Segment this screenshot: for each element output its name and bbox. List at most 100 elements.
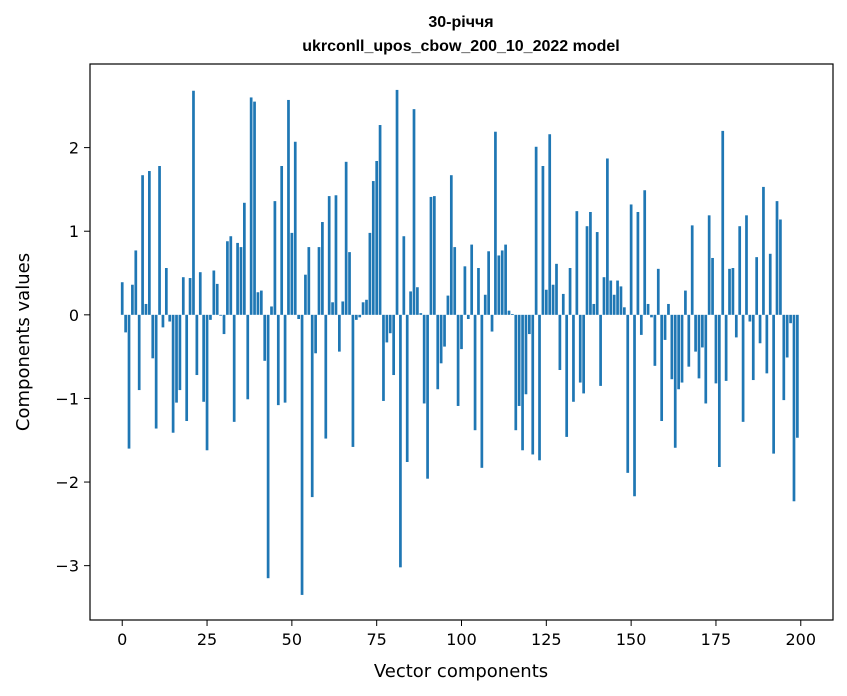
- bar: [528, 314, 531, 335]
- bar: [456, 314, 460, 406]
- bar: [779, 219, 782, 315]
- bar: [402, 236, 406, 315]
- y-axis-label: Components values: [13, 253, 34, 431]
- bar: [741, 314, 745, 422]
- x-axis-label: Vector components: [374, 661, 548, 682]
- bar: [619, 286, 623, 315]
- bar: [249, 97, 253, 315]
- bar: [517, 314, 521, 406]
- bar: [663, 314, 667, 340]
- bar: [287, 99, 290, 315]
- bar: [490, 314, 494, 332]
- bar: [544, 289, 548, 315]
- bar: [416, 287, 419, 315]
- bar: [215, 283, 219, 315]
- bar: [334, 195, 338, 315]
- bar: [626, 314, 630, 473]
- bar: [497, 255, 501, 315]
- bar: [616, 280, 619, 315]
- bar: [768, 253, 772, 315]
- bar: [609, 280, 613, 315]
- bar: [548, 134, 552, 315]
- bar: [466, 314, 470, 320]
- bar: [222, 314, 226, 335]
- bar: [429, 196, 433, 315]
- bar: [487, 251, 490, 315]
- bar: [789, 314, 792, 324]
- bar: [243, 202, 246, 315]
- bar: [460, 314, 463, 350]
- bar: [405, 314, 409, 462]
- bar: [449, 175, 453, 315]
- bar: [531, 314, 535, 455]
- bar: [622, 307, 626, 315]
- bar: [578, 314, 582, 383]
- bar: [687, 314, 691, 367]
- bar: [585, 226, 589, 315]
- bar: [775, 201, 779, 315]
- bar: [392, 314, 395, 376]
- bar: [670, 314, 674, 380]
- bar: [354, 314, 358, 320]
- bar: [575, 211, 579, 315]
- bar: [772, 314, 775, 454]
- bar: [582, 314, 585, 394]
- bar: [399, 314, 402, 568]
- bar: [168, 314, 172, 322]
- bar: [558, 314, 562, 371]
- bar: [751, 314, 755, 381]
- bar: [551, 284, 555, 315]
- bar: [762, 186, 765, 315]
- bar: [181, 277, 185, 315]
- bar: [317, 247, 321, 315]
- bar: [473, 314, 477, 431]
- bar: [409, 291, 412, 315]
- bar: [412, 109, 416, 315]
- x-tick-label: 50: [282, 630, 302, 649]
- bar: [361, 302, 365, 315]
- bar: [229, 236, 233, 315]
- bar: [561, 293, 565, 315]
- bar: [164, 268, 168, 315]
- bar: [758, 314, 762, 344]
- bar: [494, 131, 497, 315]
- bar: [232, 314, 236, 422]
- bar: [755, 257, 759, 315]
- bar: [538, 314, 541, 461]
- bar: [148, 171, 151, 315]
- y-tick-label: −1: [55, 389, 79, 408]
- bar: [290, 232, 294, 315]
- bar: [728, 268, 731, 315]
- bar: [765, 314, 769, 374]
- x-tick-label: 25: [197, 630, 217, 649]
- bar: [714, 314, 718, 384]
- bar: [656, 268, 660, 315]
- bar: [524, 314, 528, 395]
- chart-title: 30-річчя: [428, 14, 493, 31]
- bar: [273, 201, 277, 315]
- bar: [246, 314, 250, 400]
- bar: [151, 314, 155, 359]
- bar: [436, 314, 440, 390]
- bar: [792, 314, 796, 502]
- bar: [120, 282, 124, 315]
- bar: [453, 247, 457, 315]
- bar: [483, 294, 487, 315]
- bar: [734, 314, 738, 338]
- bar: [395, 89, 399, 315]
- bar: [667, 303, 670, 315]
- bar: [653, 314, 657, 366]
- bar: [684, 290, 687, 315]
- bar: [297, 314, 300, 320]
- bar: [154, 314, 158, 429]
- bar: [612, 294, 616, 315]
- bar: [270, 306, 273, 315]
- bar: [239, 247, 243, 315]
- bar: [599, 314, 602, 386]
- bar: [633, 314, 636, 497]
- bar: [721, 130, 725, 315]
- bar: [724, 314, 728, 381]
- bar: [555, 263, 558, 315]
- x-tick-label: 75: [367, 630, 387, 649]
